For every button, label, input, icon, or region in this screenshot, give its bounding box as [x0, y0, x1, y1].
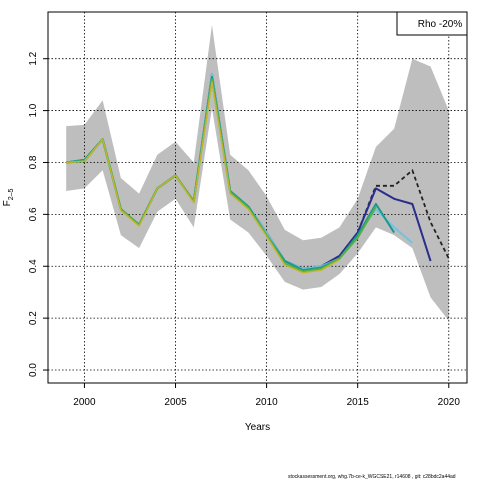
y-tick-label: 0.2	[28, 311, 39, 325]
y-axis-title-text: F	[2, 200, 13, 206]
grid-layer	[48, 12, 467, 383]
y-tick-label: 0.4	[28, 259, 39, 273]
confidence-band-layer	[66, 24, 449, 321]
x-tick-label: 2015	[347, 397, 370, 408]
legend-label: Rho -20%	[418, 19, 463, 30]
y-axis-title: F2–5	[2, 189, 15, 207]
x-tick-label: 2020	[438, 397, 461, 408]
legend-frame	[396, 11, 468, 36]
series-line-6	[66, 81, 340, 274]
y-axis-title-subscript: 2–5	[8, 189, 15, 201]
x-axis-title: Years	[245, 422, 270, 433]
y-axis-title-main: F2–5	[2, 189, 15, 207]
x-tick-label: 2005	[164, 397, 187, 408]
confidence-band	[66, 24, 449, 321]
y-tick-label: 0.8	[28, 155, 39, 169]
plot-frame	[47, 11, 468, 384]
axis-layer: 2000 2005 2010 2015 2020 0.0 0.2 0.4 0.6 0.8 1.0 1.…	[28, 51, 460, 408]
y-tick-label: 1.0	[28, 103, 39, 117]
y-tick-label: 0.6	[28, 207, 39, 221]
footer-credit: stockassessment.org, whg.7b-ce-k_WGCSE21…	[288, 474, 456, 480]
x-tick-label: 2000	[73, 397, 96, 408]
y-tick-label: 0.0	[28, 363, 39, 377]
series-layer	[66, 73, 450, 274]
x-tick-label: 2010	[255, 397, 278, 408]
y-tick-label: 1.2	[28, 51, 39, 65]
legend-box: Rho -20%	[396, 11, 468, 36]
